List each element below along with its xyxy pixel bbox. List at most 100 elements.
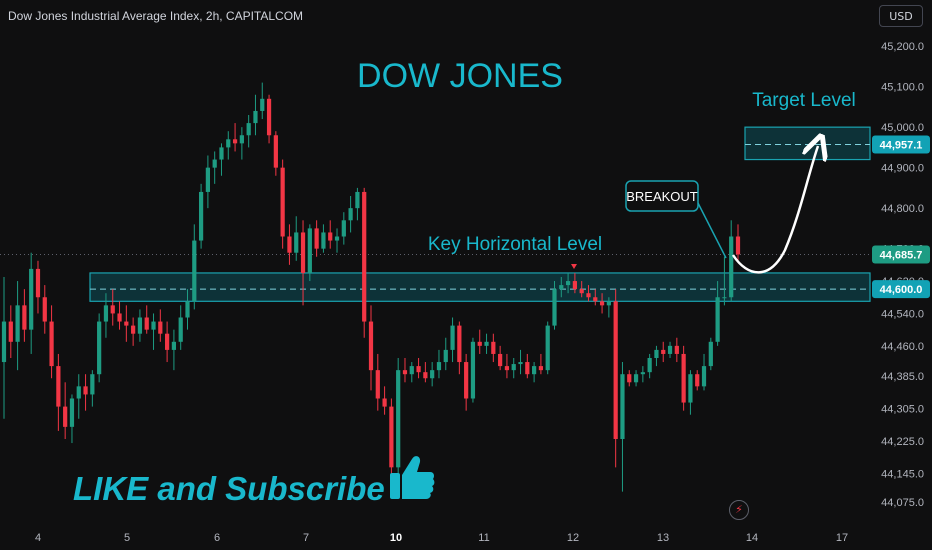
key-price-badge: 44,600.0 bbox=[872, 280, 930, 299]
x-axis-tick-label: 5 bbox=[124, 532, 130, 544]
y-axis-tick-label: 45,100.0 bbox=[881, 82, 924, 94]
candle-body bbox=[294, 232, 299, 253]
y-axis-tick-label: 44,385.0 bbox=[881, 371, 924, 383]
candle-body bbox=[477, 341, 482, 346]
thumbs-up-icon bbox=[390, 456, 435, 499]
candle-body bbox=[620, 374, 625, 439]
x-axis-tick-label: 10 bbox=[390, 532, 402, 544]
candle-body bbox=[708, 341, 713, 367]
candle-body bbox=[572, 281, 577, 290]
candle-body bbox=[389, 406, 394, 468]
candle-body bbox=[144, 317, 149, 330]
candle-body bbox=[97, 321, 102, 375]
candle-body bbox=[647, 358, 652, 373]
candle-body bbox=[593, 297, 598, 302]
candle-body bbox=[382, 398, 387, 407]
candle-body bbox=[171, 341, 177, 350]
target-price-badge: 44,957.1 bbox=[872, 135, 930, 154]
candle-body bbox=[545, 325, 550, 371]
candle-body bbox=[599, 301, 605, 306]
candle-body bbox=[375, 370, 380, 399]
y-axis-tick-label: 44,145.0 bbox=[881, 468, 924, 480]
candle-body bbox=[307, 228, 312, 273]
candle-body bbox=[464, 362, 469, 399]
candle-body bbox=[633, 374, 639, 383]
candle-body bbox=[110, 305, 115, 314]
candle-body bbox=[715, 297, 720, 342]
x-axis-tick-label: 13 bbox=[657, 532, 669, 544]
candle-body bbox=[192, 240, 197, 302]
candle-body bbox=[729, 236, 734, 298]
candle-body bbox=[29, 268, 34, 330]
candle-body bbox=[674, 345, 679, 354]
candle-body bbox=[260, 98, 265, 111]
candle-body bbox=[266, 98, 272, 136]
candle-body bbox=[565, 281, 571, 286]
candle-body bbox=[402, 370, 408, 375]
candle-body bbox=[688, 374, 693, 403]
candle-body bbox=[103, 305, 109, 322]
candle-body bbox=[280, 167, 285, 237]
candle-body bbox=[423, 372, 428, 379]
chart-symbol-title: Dow Jones Industrial Average Index, 2h, … bbox=[8, 9, 304, 23]
candle-body bbox=[158, 321, 163, 334]
candle-body bbox=[586, 293, 591, 298]
projection-arrow bbox=[731, 146, 818, 274]
x-axis-tick-label: 11 bbox=[478, 532, 489, 544]
candle-body bbox=[8, 321, 13, 342]
x-axis-tick-label: 4 bbox=[35, 532, 41, 544]
candle-body bbox=[253, 110, 258, 124]
candle-body bbox=[640, 372, 645, 375]
cta-text: LIKE and Subscribe bbox=[73, 470, 385, 507]
candle-body bbox=[457, 325, 462, 363]
candle-body bbox=[35, 268, 41, 298]
candle-body bbox=[362, 191, 367, 322]
candle-body bbox=[321, 232, 326, 249]
candle-body bbox=[606, 301, 611, 306]
candle-body bbox=[178, 317, 183, 342]
candle-body bbox=[368, 321, 374, 371]
main-title: DOW JONES bbox=[357, 57, 563, 95]
key-level-label: Key Horizontal Level bbox=[428, 234, 602, 255]
candle-body bbox=[90, 374, 95, 395]
candle-body bbox=[165, 333, 170, 350]
y-axis-tick-label: 44,800.0 bbox=[881, 203, 924, 215]
candle-body bbox=[328, 232, 333, 241]
candle-body bbox=[185, 301, 190, 318]
candle-body bbox=[22, 305, 27, 330]
candle-body bbox=[722, 297, 727, 299]
candle-body bbox=[450, 325, 455, 350]
svg-text:44,600.0: 44,600.0 bbox=[880, 284, 923, 296]
breakout-box bbox=[625, 180, 699, 212]
candle-body bbox=[341, 220, 346, 237]
candle-body bbox=[246, 123, 251, 136]
candle-body bbox=[491, 341, 496, 354]
candle-body bbox=[348, 208, 353, 221]
candle-body bbox=[552, 289, 557, 326]
candle-body bbox=[695, 374, 700, 387]
candle-body bbox=[314, 228, 319, 249]
breakout-arrow-marker bbox=[571, 264, 577, 269]
x-axis-tick-label: 6 bbox=[214, 532, 220, 544]
candle-body bbox=[69, 398, 75, 427]
candle-body bbox=[538, 366, 544, 371]
candle-body bbox=[287, 236, 292, 253]
x-axis-tick-label: 7 bbox=[303, 532, 309, 544]
candle-body bbox=[219, 147, 224, 160]
candle-body bbox=[355, 191, 360, 209]
candle-body bbox=[117, 313, 122, 322]
candle-body bbox=[409, 366, 414, 375]
candle-body bbox=[470, 341, 476, 399]
candle-body bbox=[300, 232, 306, 273]
currency-button[interactable]: USD bbox=[879, 5, 923, 27]
candle-body bbox=[49, 321, 54, 367]
y-axis-tick-label: 44,900.0 bbox=[881, 163, 924, 175]
y-axis-tick-label: 44,540.0 bbox=[881, 308, 924, 320]
candle-body bbox=[124, 321, 129, 326]
lightning-icon[interactable]: ⚡ bbox=[729, 500, 749, 520]
candle-body bbox=[1, 321, 7, 363]
candle-body bbox=[504, 366, 510, 371]
candle-body bbox=[667, 345, 673, 354]
candle-body bbox=[15, 305, 20, 342]
candle-body bbox=[498, 353, 503, 367]
